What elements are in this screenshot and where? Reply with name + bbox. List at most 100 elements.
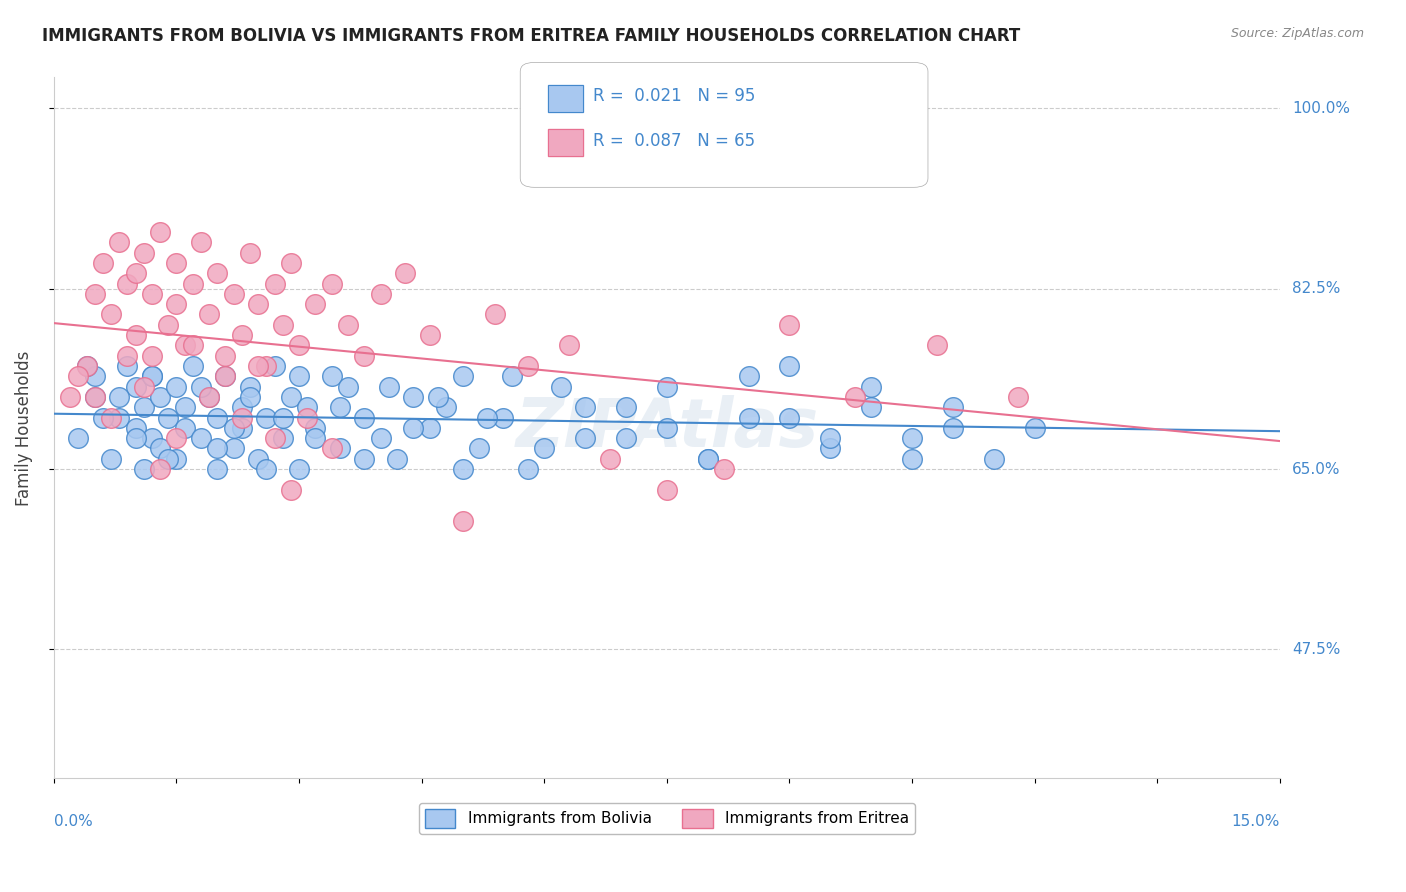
Point (385, 451, 408, 466)
Point (370, 431, 392, 445)
Point (149, 462, 172, 476)
Point (271, 410, 294, 425)
Point (468, 442, 491, 456)
Point (288, 462, 311, 476)
Point (353, 410, 375, 425)
Point (558, 338, 581, 352)
Point (124, 266, 146, 280)
Point (124, 328, 146, 343)
Text: 82.5%: 82.5% (1292, 281, 1340, 296)
Point (83, 286, 105, 301)
Point (239, 390, 262, 404)
Point (942, 401, 965, 415)
Point (353, 349, 375, 363)
Point (901, 431, 924, 445)
Point (304, 431, 326, 445)
Point (214, 349, 236, 363)
Point (117, 359, 139, 373)
Point (329, 401, 352, 415)
Point (574, 431, 596, 445)
Point (655, 421, 678, 435)
Point (925, 338, 948, 352)
Point (141, 369, 163, 384)
Point (533, 442, 555, 456)
Point (157, 318, 180, 332)
Point (254, 410, 277, 425)
Point (108, 235, 131, 250)
Point (550, 379, 572, 393)
Point (100, 451, 122, 466)
Point (239, 245, 262, 260)
Point (321, 277, 343, 291)
Point (207, 462, 229, 476)
Text: R =  0.021   N = 95: R = 0.021 N = 95 (593, 87, 755, 105)
Point (141, 431, 163, 445)
Point (231, 328, 253, 343)
Point (190, 431, 212, 445)
Text: 47.5%: 47.5% (1292, 642, 1340, 657)
Point (141, 369, 163, 384)
Text: R =  0.087   N = 65: R = 0.087 N = 65 (593, 132, 755, 150)
Point (271, 431, 294, 445)
Point (297, 410, 319, 425)
Point (117, 349, 139, 363)
Point (207, 266, 229, 280)
Point (165, 379, 187, 393)
Point (860, 401, 883, 415)
Point (157, 410, 180, 425)
Point (737, 410, 759, 425)
Point (427, 390, 450, 404)
Point (304, 297, 326, 311)
Legend: Immigrants from Bolivia, Immigrants from Eritrea: Immigrants from Bolivia, Immigrants from… (419, 803, 915, 834)
Point (207, 442, 229, 456)
Point (696, 451, 718, 466)
Point (901, 451, 924, 466)
Point (353, 451, 375, 466)
Point (942, 421, 965, 435)
Text: 65.0%: 65.0% (1292, 461, 1341, 476)
Point (231, 401, 253, 415)
Point (263, 431, 285, 445)
Point (737, 369, 759, 384)
Point (108, 410, 131, 425)
Point (247, 359, 270, 373)
Point (402, 390, 425, 404)
Point (76, 359, 98, 373)
Point (696, 451, 718, 466)
Point (181, 277, 204, 291)
Point (165, 256, 187, 270)
Point (263, 277, 285, 291)
Point (91, 256, 114, 270)
Point (173, 338, 195, 352)
Point (451, 369, 474, 384)
Point (132, 462, 155, 476)
Point (149, 225, 172, 239)
Point (254, 359, 277, 373)
Point (214, 369, 236, 384)
Point (419, 421, 441, 435)
Point (280, 483, 302, 497)
Text: IMMIGRANTS FROM BOLIVIA VS IMMIGRANTS FROM ERITREA FAMILY HOUSEHOLDS CORRELATION: IMMIGRANTS FROM BOLIVIA VS IMMIGRANTS FR… (42, 27, 1021, 45)
Point (181, 359, 204, 373)
Point (820, 442, 842, 456)
Text: ZIPAtlas: ZIPAtlas (516, 395, 818, 461)
Text: 0.0%: 0.0% (53, 814, 93, 830)
Point (288, 369, 311, 384)
Point (484, 308, 506, 322)
Point (132, 379, 155, 393)
Point (108, 390, 131, 404)
Point (132, 245, 155, 260)
Point (280, 390, 302, 404)
Point (321, 369, 343, 384)
Point (983, 451, 1005, 466)
Point (91, 410, 114, 425)
Point (516, 462, 538, 476)
Point (149, 390, 172, 404)
Point (207, 410, 229, 425)
Point (501, 369, 523, 384)
Point (157, 451, 180, 466)
Point (149, 442, 172, 456)
Text: 15.0%: 15.0% (1232, 814, 1279, 830)
Point (247, 297, 270, 311)
Point (820, 431, 842, 445)
